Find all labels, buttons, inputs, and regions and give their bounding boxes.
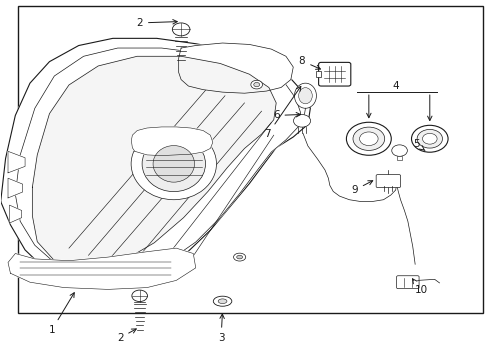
Text: 2: 2 [117, 329, 136, 343]
Ellipse shape [293, 114, 310, 127]
Text: 10: 10 [412, 279, 427, 296]
Text: 4: 4 [391, 81, 398, 91]
Ellipse shape [213, 296, 231, 306]
Polygon shape [32, 56, 276, 270]
Polygon shape [131, 127, 212, 156]
Text: 2: 2 [136, 18, 177, 28]
Text: 5: 5 [412, 139, 424, 150]
Ellipse shape [153, 145, 194, 182]
FancyBboxPatch shape [396, 276, 418, 289]
Polygon shape [8, 248, 195, 289]
Bar [396, 156, 402, 159]
FancyBboxPatch shape [318, 62, 350, 86]
Polygon shape [15, 48, 300, 278]
Ellipse shape [294, 83, 316, 108]
Polygon shape [178, 43, 293, 93]
Polygon shape [9, 205, 21, 223]
Bar [18, 6, 483, 313]
FancyBboxPatch shape [375, 175, 400, 188]
Text: 8: 8 [298, 56, 320, 69]
Polygon shape [8, 178, 22, 198]
Ellipse shape [422, 134, 436, 144]
Polygon shape [0, 39, 310, 284]
Ellipse shape [142, 136, 205, 192]
Ellipse shape [359, 132, 377, 145]
Text: 7: 7 [264, 86, 300, 139]
Text: 9: 9 [351, 181, 372, 195]
Text: 6: 6 [272, 111, 300, 121]
Circle shape [172, 23, 189, 36]
Text: 1: 1 [48, 293, 74, 335]
Text: 3: 3 [217, 314, 224, 343]
Ellipse shape [298, 87, 312, 104]
Ellipse shape [411, 125, 447, 152]
Circle shape [253, 82, 259, 87]
Circle shape [250, 80, 262, 89]
Ellipse shape [236, 255, 242, 259]
Bar [316, 71, 321, 77]
Ellipse shape [352, 127, 384, 150]
Ellipse shape [416, 130, 442, 148]
Ellipse shape [131, 128, 216, 200]
Ellipse shape [218, 299, 226, 303]
Ellipse shape [346, 122, 390, 155]
Ellipse shape [233, 253, 245, 261]
Circle shape [132, 290, 147, 302]
Ellipse shape [391, 145, 407, 156]
Polygon shape [8, 151, 25, 173]
